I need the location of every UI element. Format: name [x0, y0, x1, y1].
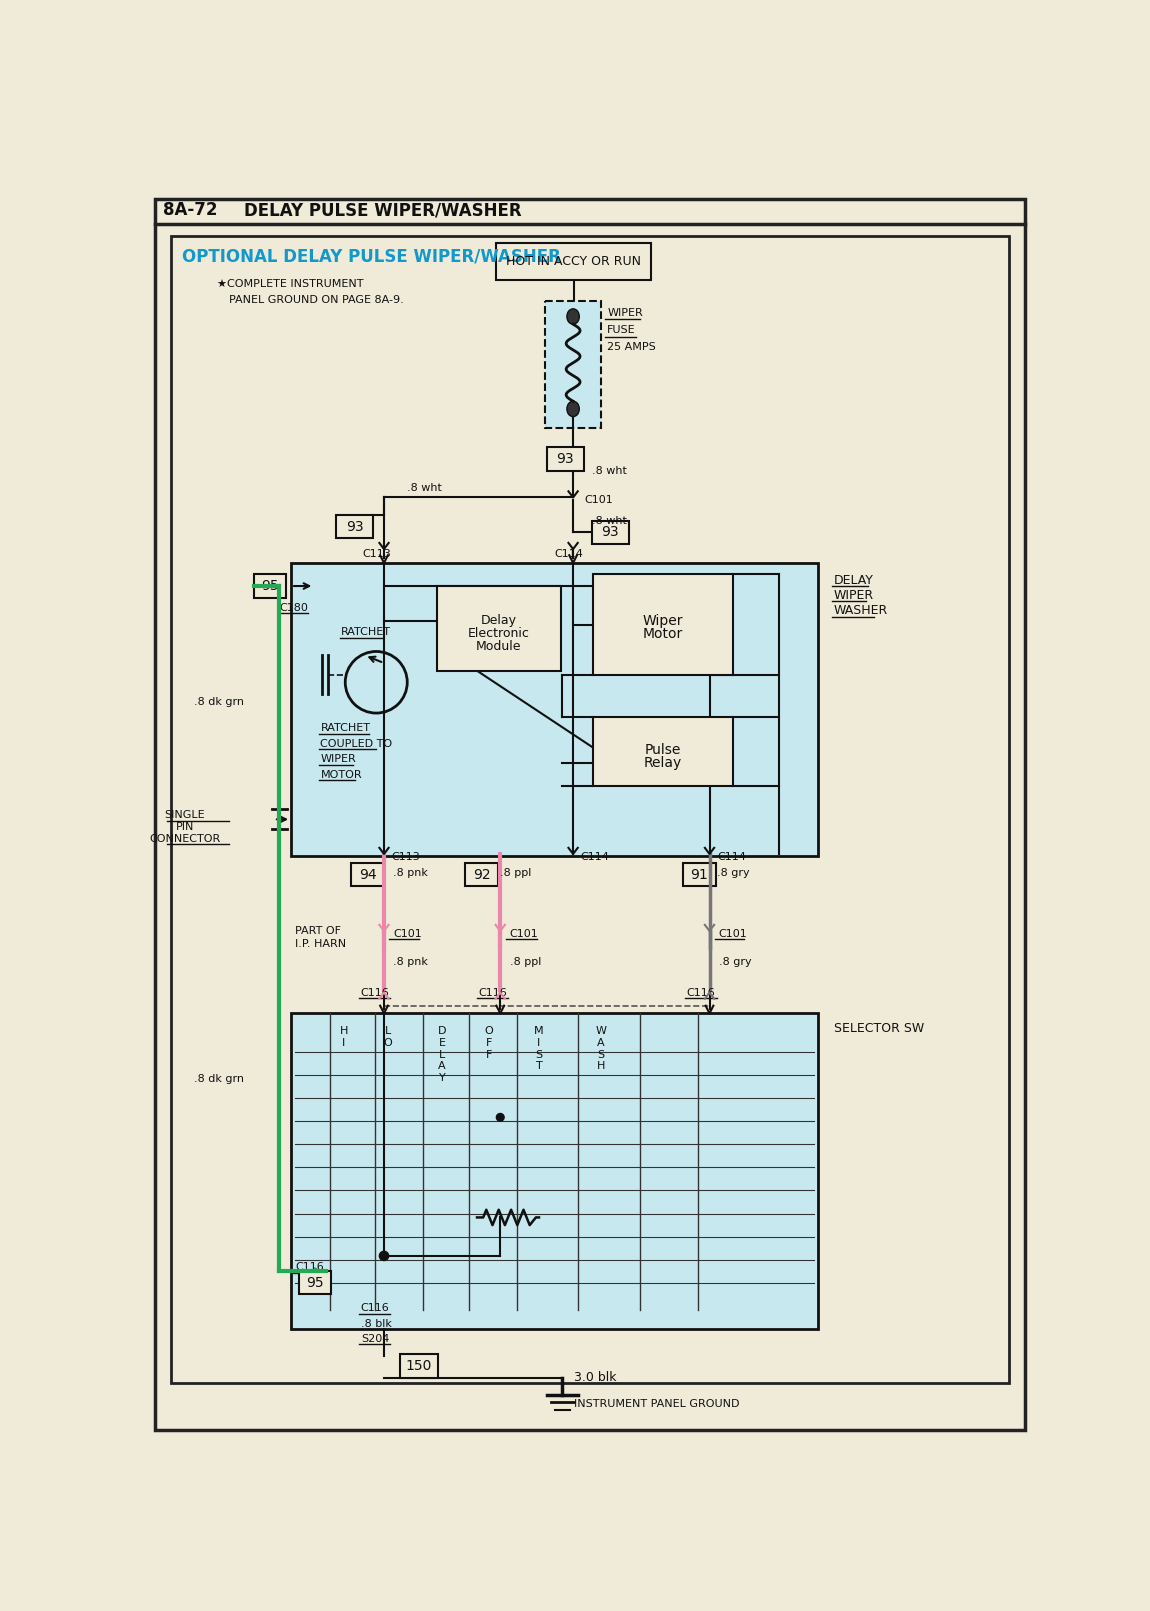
Text: C116: C116 [361, 1303, 390, 1313]
Text: PANEL GROUND ON PAGE 8A-9.: PANEL GROUND ON PAGE 8A-9. [229, 295, 404, 304]
Text: 93: 93 [557, 453, 574, 466]
Text: 25 AMPS: 25 AMPS [607, 342, 656, 353]
Text: RATCHET: RATCHET [342, 627, 391, 638]
Bar [683, 863, 715, 886]
Text: W
A
S
H: W A S H [596, 1026, 606, 1071]
Text: .8 wht: .8 wht [592, 516, 627, 525]
Bar [593, 717, 733, 786]
Bar [336, 516, 373, 538]
Text: RATCHET: RATCHET [321, 723, 370, 733]
Text: 92: 92 [473, 868, 490, 881]
Text: .8 gry: .8 gry [719, 957, 751, 967]
Text: .8 wht: .8 wht [592, 466, 627, 475]
Bar [546, 448, 584, 470]
Text: CONNECTOR: CONNECTOR [150, 833, 221, 844]
Text: SELECTOR SW: SELECTOR SW [834, 1023, 923, 1036]
Bar [437, 586, 561, 670]
Text: .8 dk grn: .8 dk grn [194, 696, 244, 707]
Text: C114: C114 [581, 852, 610, 862]
Text: Motor: Motor [643, 627, 683, 641]
Text: .8 pnk: .8 pnk [393, 957, 428, 967]
Text: C180: C180 [279, 603, 308, 612]
Text: H
I: H I [339, 1026, 348, 1049]
Text: .8 ppl: .8 ppl [509, 957, 540, 967]
Text: 3.0 blk: 3.0 blk [574, 1371, 616, 1384]
Text: O
F
F: O F F [484, 1026, 493, 1060]
Text: .8 wht: .8 wht [407, 483, 442, 493]
Text: Wiper: Wiper [643, 614, 683, 628]
Bar [592, 520, 629, 543]
Text: C116: C116 [687, 988, 715, 997]
Text: Electronic: Electronic [468, 627, 530, 640]
Text: COUPLED TO: COUPLED TO [321, 739, 392, 749]
Bar [291, 1013, 818, 1329]
Text: PIN: PIN [176, 822, 194, 831]
Text: M
I
S
T: M I S T [535, 1026, 544, 1071]
Text: Relay: Relay [644, 756, 682, 770]
Text: 93: 93 [346, 520, 363, 533]
Text: C101: C101 [393, 930, 422, 939]
Ellipse shape [567, 309, 580, 324]
Text: MOTOR: MOTOR [321, 770, 362, 780]
Text: .8 gry: .8 gry [718, 868, 750, 878]
Text: PART OF: PART OF [294, 926, 340, 936]
Ellipse shape [567, 401, 580, 417]
Text: S204: S204 [361, 1334, 389, 1344]
Text: C101: C101 [719, 930, 748, 939]
Circle shape [380, 1252, 389, 1260]
Text: C101: C101 [584, 495, 613, 504]
Text: .8 ppl: .8 ppl [500, 868, 531, 878]
Text: Delay: Delay [481, 614, 516, 627]
Text: C116: C116 [294, 1263, 323, 1273]
Text: WIPER: WIPER [834, 588, 874, 603]
Text: Pulse: Pulse [645, 743, 681, 757]
Circle shape [497, 1113, 504, 1121]
Text: 94: 94 [359, 868, 376, 881]
Text: SINGLE: SINGLE [164, 810, 205, 820]
Text: WIPER: WIPER [321, 754, 356, 764]
Text: 91: 91 [690, 868, 708, 881]
Bar [545, 301, 601, 429]
Bar [466, 863, 498, 886]
Text: C113: C113 [362, 549, 391, 559]
Text: L
O: L O [383, 1026, 392, 1049]
Text: OPTIONAL DELAY PULSE WIPER/WASHER: OPTIONAL DELAY PULSE WIPER/WASHER [183, 248, 561, 266]
Text: C116: C116 [361, 988, 390, 997]
Bar [352, 863, 384, 886]
Text: FUSE: FUSE [607, 325, 636, 335]
Text: C114: C114 [554, 549, 583, 559]
Text: WIPER: WIPER [607, 308, 643, 317]
Text: C113: C113 [392, 852, 421, 862]
Text: C114: C114 [718, 852, 746, 862]
Text: .8 dk grn: .8 dk grn [194, 1075, 244, 1084]
Bar [291, 562, 818, 855]
Text: D
E
L
A
Y: D E L A Y [438, 1026, 446, 1083]
Text: C101: C101 [509, 930, 538, 939]
Text: .8 pnk: .8 pnk [393, 868, 428, 878]
Text: WASHER: WASHER [834, 604, 888, 617]
Text: DELAY PULSE WIPER/WASHER: DELAY PULSE WIPER/WASHER [245, 201, 522, 219]
Text: 93: 93 [601, 525, 619, 540]
Text: .8 blk: .8 blk [361, 1319, 392, 1329]
Text: INSTRUMENT PANEL GROUND: INSTRUMENT PANEL GROUND [574, 1398, 739, 1408]
Text: DELAY: DELAY [834, 574, 873, 586]
Bar [299, 1271, 331, 1294]
Text: C116: C116 [478, 988, 507, 997]
Text: 95: 95 [306, 1276, 324, 1290]
Text: HOT IN ACCY OR RUN: HOT IN ACCY OR RUN [506, 256, 642, 269]
Text: ★COMPLETE INSTRUMENT: ★COMPLETE INSTRUMENT [217, 279, 363, 290]
Bar [399, 1355, 438, 1377]
Bar [593, 575, 733, 675]
Text: 150: 150 [406, 1360, 432, 1373]
Text: Module: Module [476, 640, 521, 654]
Text: 95: 95 [261, 578, 279, 593]
Bar [254, 575, 286, 598]
Bar [497, 243, 651, 280]
Text: 8A-72: 8A-72 [163, 201, 217, 219]
Text: I.P. HARN: I.P. HARN [294, 939, 346, 949]
